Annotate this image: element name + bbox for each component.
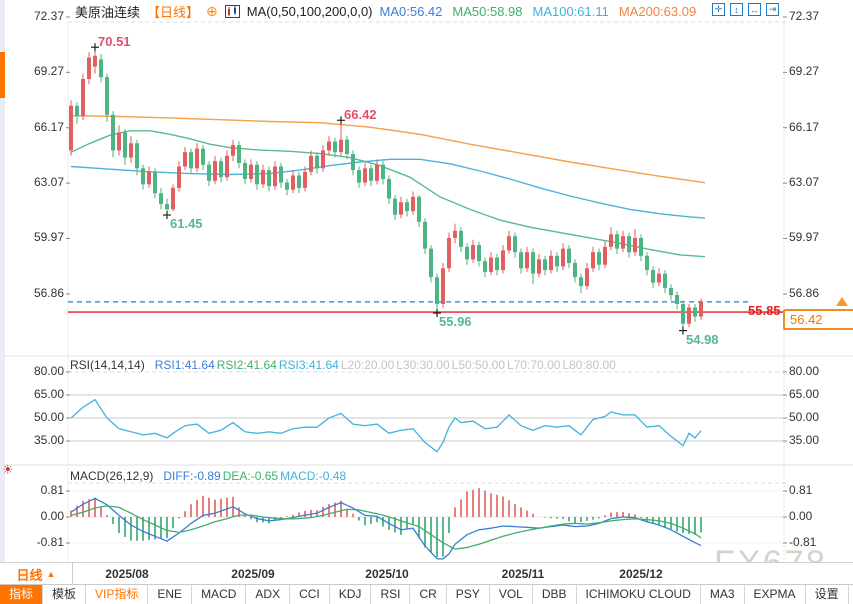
tab-MACD[interactable]: MACD [192,585,247,604]
ma-value-1: MA50:58.98 [452,4,523,19]
brightness-icon[interactable]: ☀ [2,462,14,477]
macd-value-1: DEA:-0.65 [222,469,279,483]
tab-模板[interactable]: 模板 [43,585,87,604]
tab-CR[interactable]: CR [410,585,447,604]
rsi-value-0: RSI1:41.64 [154,358,215,372]
tab-ICHIMOKU CLOUD[interactable]: ICHIMOKU CLOUD [577,585,701,604]
indicator-tabs: 指标 模板 VIP指标 ENE MACD ADX CCI KDJ RSI CR PSY VOL DBB I… [0,584,853,604]
rsi-value-5: L50:50.00 [451,358,506,372]
tab-DBB[interactable]: DBB [533,585,577,604]
chart-toolbar: ✛ ↕ ↔ ⇥ [712,3,779,16]
tab-ADX[interactable]: ADX [246,585,291,604]
tab-指标[interactable]: 指标 [0,585,44,604]
triangle-up-icon: ▲ [46,569,56,579]
y-axis-zoom-icon[interactable]: ↕ [730,3,743,16]
ma-value-2: MA100:61.11 [532,4,609,19]
macd-value-2: MACD:-0.48 [280,469,347,483]
tab-KDJ[interactable]: KDJ [330,585,372,604]
tab-RSI[interactable]: RSI [371,585,411,604]
add-compare-icon[interactable]: ⊕ [206,3,218,19]
tab-EXPMA[interactable]: EXPMA [745,585,806,604]
rsi-value-1: RSI2:41.64 [216,358,277,372]
tab-PSY[interactable]: PSY [447,585,490,604]
period-selector[interactable]: 日线 ▲ [0,563,73,585]
chart-header: 美原油连续 【日线】 ⊕ MA(0,50,100,200,0,0) MA0:56… [75,3,706,20]
ma-legend: MA0:56.42 MA50:58.98 MA100:61.11 MA200:63.0… [380,4,707,19]
month-label-2025/12: 2025/12 [619,567,663,581]
x-axis-zoom-icon[interactable]: ↔ [748,3,761,16]
month-label-2025/08: 2025/08 [105,567,149,581]
macd-settings[interactable]: MACD(26,12,9) [70,469,154,483]
pan-tool-icon[interactable]: ✛ [712,3,725,16]
tab-VIP指标[interactable]: VIP指标 [86,585,149,604]
scrollbar-thumb[interactable] [0,52,5,98]
kline-chart-icon[interactable] [224,5,240,18]
month-label-2025/10: 2025/10 [365,567,409,581]
period-label: 日线 [16,567,43,583]
rsi-header: RSI(14,14,14) RSI1:41.64 RSI2:41.64 RSI3:4… [70,358,620,372]
period-tag: 【日线】 [147,5,200,20]
symbol-name: 美原油连续 [75,5,141,20]
rsi-value-3: L20:20.00 [340,358,395,372]
tab-VOL[interactable]: VOL [490,585,533,604]
ma-value-3: MA200:63.09 [618,4,697,19]
rsi-settings[interactable]: RSI(14,14,14) [70,358,145,372]
ma-value-0: MA0:56.42 [379,4,443,19]
x-axis-row: 日线 ▲ 2025/08 2025/09 2025/10 2025/11 2025/12 [0,562,853,585]
ma-settings[interactable]: MA(0,50,100,200,0,0) [246,4,373,19]
rsi-value-6: L70:70.00 [507,358,561,372]
tab-ENE[interactable]: ENE [148,585,193,604]
left-scrollbar[interactable] [0,0,5,562]
price-up-arrow-icon [836,297,848,306]
rsi-value-4: L30:30.00 [396,358,450,372]
reset-view-icon[interactable]: ⇥ [766,3,779,16]
macd-legend: DIFF:-0.89 DEA:-0.65 MACD:-0.48 [163,469,348,483]
tab-MA3[interactable]: MA3 [701,585,745,604]
tab-设置[interactable]: 设置 [806,585,849,604]
rsi-value-2: RSI3:41.64 [278,358,339,372]
last-price-tag: 56.42 [783,309,853,330]
month-label-2025/11: 2025/11 [501,567,545,581]
rsi-value-7: L80:80.00 [562,358,616,372]
month-label-2025/09: 2025/09 [231,567,275,581]
toolbar-empty-area [849,585,853,604]
tab-CCI[interactable]: CCI [290,585,330,604]
macd-value-0: DIFF:-0.89 [163,469,221,483]
rsi-legend: RSI1:41.64 RSI2:41.64 RSI3:41.64 L20:20.00 L… [155,358,618,372]
macd-header: MACD(26,12,9) DIFF:-0.89 DEA:-0.65 MACD:-0… [70,469,350,483]
